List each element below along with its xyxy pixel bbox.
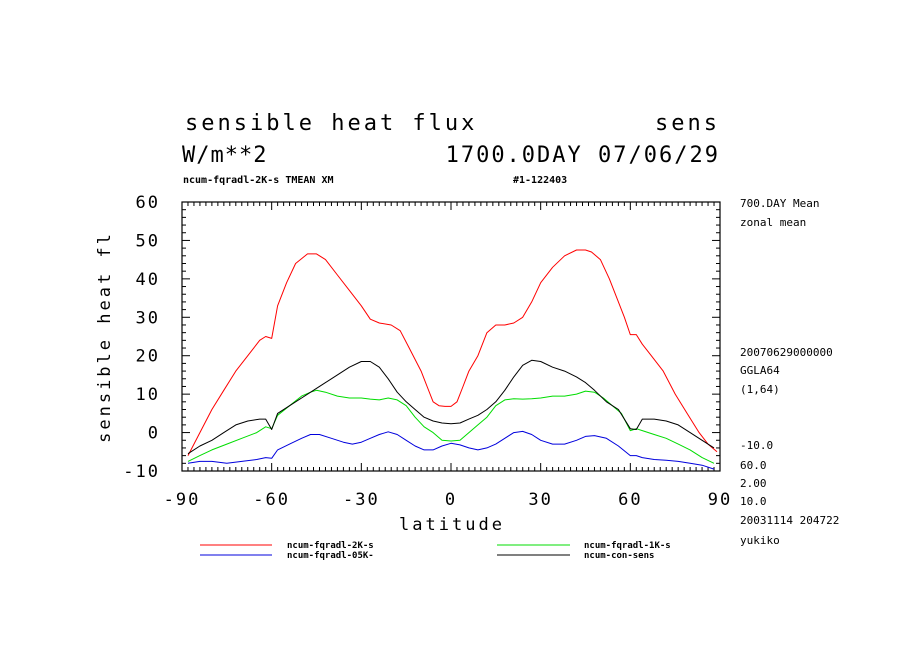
x-axis-label: latitude: [399, 515, 505, 535]
y-tick-label: 50: [136, 231, 160, 251]
side-v3: 2.00: [740, 477, 767, 490]
side-v1: -10.0: [740, 439, 773, 452]
legend-label-2k: ncum-fqradl-2K-s: [287, 541, 374, 551]
x-tick-label: 30: [528, 490, 552, 510]
run-label: ncum-fqradl-2K-s TMEAN XM: [183, 175, 334, 186]
x-tick-label: 90: [708, 490, 732, 510]
side-v2: 60.0: [740, 459, 767, 472]
series-line-2: [187, 430, 715, 470]
side-index: (1,64): [740, 383, 780, 396]
date-label: 1700.0DAY 07/06/29: [446, 143, 720, 168]
side-created: 20031114 204722: [740, 514, 839, 527]
x-tick-label: 60: [618, 490, 642, 510]
legend-label-05k: ncum-fqradl-05K-: [287, 551, 374, 561]
side-zonal: zonal mean: [740, 216, 806, 229]
side-mean: 700.DAY Mean: [740, 197, 819, 210]
axis-ticks: [181, 201, 721, 472]
y-tick-label: 60: [136, 193, 160, 213]
run-id: #1-122403: [513, 175, 567, 186]
legend-label-con: ncum-con-sens: [584, 551, 654, 561]
y-tick-label: 40: [136, 270, 160, 290]
y-tick-label: 30: [136, 308, 160, 328]
x-tick-label: -60: [253, 490, 290, 510]
x-tick-labels: -90 -60 -30 0 30 60 90: [164, 490, 732, 510]
plot-frame: [181, 201, 721, 472]
side-user: yukiko: [740, 534, 780, 547]
x-tick-label: 0: [445, 490, 457, 510]
y-tick-label: -10: [123, 462, 160, 482]
legend-label-1k: ncum-fqradl-1K-s: [584, 541, 671, 551]
series-line-1: [187, 389, 715, 464]
side-grid: GGLA64: [740, 364, 780, 377]
chart-title: sensible heat flux: [185, 111, 477, 136]
units-label: W/m**2: [182, 143, 267, 168]
y-tick-labels: -10 0 10 20 30 40 50 60: [123, 193, 160, 482]
y-tick-label: 10: [136, 385, 160, 405]
side-v4: 10.0: [740, 495, 767, 508]
y-tick-label: 0: [148, 424, 160, 444]
side-info: 700.DAY Mean zonal mean 20070629000000 G…: [740, 197, 839, 547]
y-tick-label: 20: [136, 347, 160, 367]
legend: ncum-fqradl-2K-s ncum-fqradl-1K-s ncum-f…: [200, 541, 671, 561]
series-line-3: [187, 359, 715, 455]
x-tick-label: -30: [343, 490, 380, 510]
y-axis-label: sensible heat fl: [95, 231, 115, 443]
x-tick-label: -90: [164, 490, 201, 510]
series-line-0: [187, 249, 718, 456]
series-lines: [187, 249, 718, 470]
side-timestamp: 20070629000000: [740, 346, 833, 359]
variable-name: sens: [655, 111, 720, 136]
